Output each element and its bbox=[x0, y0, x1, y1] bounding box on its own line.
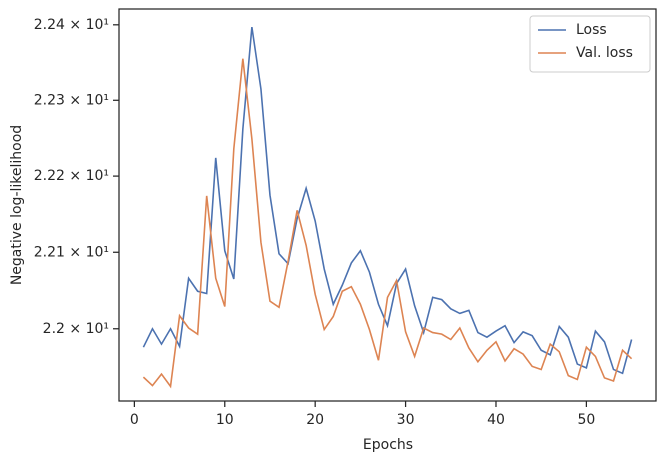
x-tick-label: 30 bbox=[397, 412, 415, 428]
x-tick-label: 40 bbox=[487, 412, 505, 428]
y-tick-label: 2.24 × 10¹ bbox=[34, 17, 109, 33]
plot-frame bbox=[118, 8, 657, 402]
x-tick-label: 0 bbox=[130, 412, 139, 428]
y-axis-label: Negative log-likelihood bbox=[9, 125, 25, 285]
x-tick-label: 10 bbox=[216, 412, 234, 428]
x-tick-label: 50 bbox=[577, 412, 595, 428]
x-tick-label: 20 bbox=[306, 412, 324, 428]
y-tick-label: 2.21 × 10¹ bbox=[34, 244, 109, 260]
line-series bbox=[142, 26, 633, 375]
line-series bbox=[142, 58, 633, 389]
legend-label: Loss bbox=[576, 22, 607, 38]
y-tick-label: 2.23 × 10¹ bbox=[34, 92, 109, 108]
y-tick-label: 2.2 × 10¹ bbox=[43, 321, 109, 337]
y-tick-label: 2.22 × 10¹ bbox=[34, 168, 109, 184]
x-axis-label: Epochs bbox=[363, 437, 413, 453]
legend-label: Val. loss bbox=[576, 45, 633, 61]
